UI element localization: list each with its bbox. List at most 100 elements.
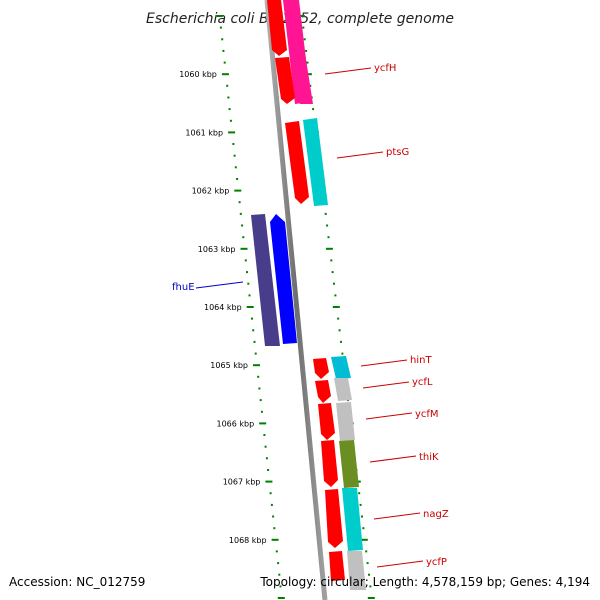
gene-label-ptsG[interactable]: ptsG	[386, 147, 409, 158]
right-tick-mark	[361, 515, 363, 518]
leader-ycfL	[362, 381, 410, 389]
left-tick-mark	[277, 597, 285, 599]
leader-ptsG	[336, 151, 384, 159]
tick-labels: 1060 kbp 1061 kbp 1062 kbp 1063 kbp 1064 kbp…	[179, 70, 266, 545]
right-tick-mark	[338, 329, 341, 332]
tick-label: 1068 kbp	[229, 536, 267, 545]
left-tick-mark	[227, 96, 230, 99]
topology-text: Topology: circular; Length: 4,578,159 bp…	[259, 575, 590, 589]
left-tick-mark	[240, 247, 248, 250]
right-tick-mark	[297, 15, 305, 17]
gene-arrow-ycfL[interactable]	[315, 380, 331, 403]
right-tick-mark	[340, 340, 342, 343]
gene-label-hinT[interactable]: hinT	[410, 355, 432, 366]
gene-arrow-thiK[interactable]	[321, 440, 338, 487]
left-tick-mark	[222, 49, 225, 52]
left-tick-mark	[244, 259, 247, 262]
feature-track-outer	[251, 0, 366, 590]
right-tick-mark	[367, 597, 375, 599]
feature-block-ycfH[interactable]	[293, 53, 313, 104]
gene-arrow-ycfH[interactable]	[275, 57, 295, 104]
right-tick-mark	[309, 84, 312, 87]
right-tick-mark	[304, 73, 312, 76]
left-tick-mark	[239, 212, 242, 215]
gene-labels: ycfH ptsG fhuE hinT ycfL ycfM thiK nagZ …	[172, 63, 449, 568]
gene-label-nagZ[interactable]: nagZ	[423, 509, 449, 520]
left-tick-mark	[219, 26, 222, 29]
right-tick-mark	[334, 294, 337, 297]
right-tick-mark	[330, 259, 333, 262]
left-tick-mark	[221, 38, 224, 41]
left-tick-mark	[260, 410, 263, 413]
gene-label-thiK[interactable]: thiK	[419, 452, 439, 463]
left-tick-mark	[233, 154, 236, 157]
gene-label-fhuE[interactable]: fhuE	[172, 282, 195, 293]
left-tick-mark	[253, 340, 256, 343]
tick-label: 1064 kbp	[204, 303, 242, 312]
gene-arrow-ptsG[interactable]	[285, 121, 309, 204]
feature-block-hinT[interactable]	[331, 356, 351, 379]
gene-arrow-ycfM[interactable]	[318, 403, 335, 440]
gene-arrow-ycfP[interactable]	[329, 551, 345, 581]
gene-label-ycfH[interactable]: ycfH	[374, 63, 396, 74]
feature-block-ptsG[interactable]	[303, 118, 328, 206]
gene-arrow-hinT[interactable]	[313, 358, 329, 379]
left-tick-mark	[228, 131, 236, 134]
right-tick-mark	[333, 282, 335, 285]
feature-block-thiK[interactable]	[339, 440, 359, 488]
left-tick-mark	[236, 178, 239, 180]
left-tick-mark	[229, 119, 232, 122]
left-tick-mark	[248, 294, 251, 297]
feature-block-nagZ[interactable]	[342, 488, 363, 551]
feature-block-ycfP[interactable]	[347, 551, 366, 590]
left-tick-mark	[252, 329, 255, 332]
left-tick-mark	[232, 143, 235, 145]
tick-label: 1062 kbp	[192, 187, 230, 196]
tick-label: 1065 kbp	[210, 361, 248, 370]
feature-block-ycfM[interactable]	[336, 402, 355, 441]
left-tick-mark	[215, 15, 223, 17]
right-tick-mark	[337, 317, 340, 320]
left-tick-mark	[259, 422, 267, 425]
left-tick-track	[215, 15, 285, 599]
feature-block-ycfL[interactable]	[334, 378, 352, 401]
gene-arrow-nagZ[interactable]	[325, 489, 343, 548]
tick-label: 1063 kbp	[198, 245, 236, 254]
gene-label-ycfP[interactable]: ycfP	[426, 557, 447, 568]
left-tick-mark	[234, 189, 242, 192]
left-tick-mark	[247, 282, 250, 285]
left-tick-mark	[226, 84, 229, 87]
right-tick-mark	[362, 527, 365, 530]
left-tick-mark	[254, 352, 257, 355]
leader-thiK	[369, 455, 417, 463]
right-tick-mark	[358, 492, 361, 495]
left-tick-mark	[234, 166, 237, 169]
left-tick-mark	[277, 562, 280, 565]
gene-label-ycfM[interactable]: ycfM	[415, 409, 439, 420]
left-tick-mark	[258, 387, 261, 390]
genome-backbone	[264, 0, 328, 600]
right-tick-mark	[359, 503, 362, 506]
accession-text: Accession: NC_012759	[9, 575, 145, 589]
gene-arrow-upper[interactable]	[267, 0, 287, 56]
feature-block-fhuE[interactable]	[251, 214, 280, 346]
right-tick-mark	[325, 247, 333, 250]
right-tick-mark	[324, 212, 327, 215]
left-tick-mark	[278, 573, 281, 576]
leader-ycfP	[376, 560, 424, 568]
left-tick-mark	[279, 585, 282, 588]
right-tick-mark	[306, 61, 309, 64]
gene-label-ycfL[interactable]: ycfL	[412, 377, 433, 388]
right-tick-mark	[312, 108, 315, 111]
left-tick-mark	[251, 317, 253, 320]
left-tick-mark	[271, 538, 279, 541]
tick-label: 1060 kbp	[179, 70, 217, 79]
left-tick-mark	[246, 271, 248, 274]
leader-ycfH	[324, 67, 372, 75]
gene-leader-lines	[195, 67, 424, 568]
gene-arrow-fhuE[interactable]	[270, 214, 297, 344]
left-tick-mark	[228, 108, 231, 111]
right-tick-mark	[331, 271, 334, 274]
